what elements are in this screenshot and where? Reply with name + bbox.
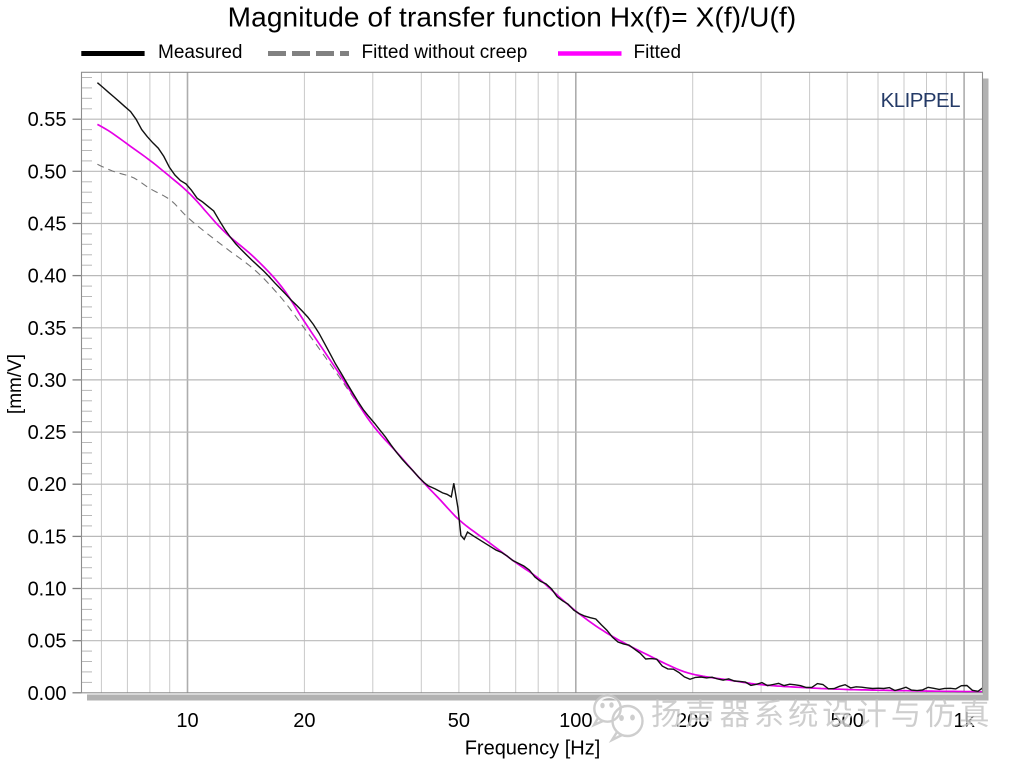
svg-text:0.40: 0.40 bbox=[28, 266, 67, 288]
svg-text:Fitted without creep: Fitted without creep bbox=[362, 42, 528, 63]
svg-text:0.05: 0.05 bbox=[28, 631, 67, 653]
svg-text:0.20: 0.20 bbox=[28, 474, 67, 496]
svg-text:0.10: 0.10 bbox=[28, 579, 67, 601]
svg-text:0.25: 0.25 bbox=[28, 422, 67, 444]
svg-text:0.30: 0.30 bbox=[28, 370, 67, 392]
svg-text:0.45: 0.45 bbox=[28, 214, 67, 236]
svg-text:Magnitude of transfer function: Magnitude of transfer function Hx(f)= X(… bbox=[228, 1, 797, 32]
svg-text:0.15: 0.15 bbox=[28, 526, 67, 548]
svg-text:10: 10 bbox=[176, 710, 198, 732]
svg-text:0.00: 0.00 bbox=[28, 683, 67, 705]
svg-text:0.50: 0.50 bbox=[28, 161, 67, 183]
svg-text:Measured: Measured bbox=[158, 42, 243, 63]
svg-text:50: 50 bbox=[448, 710, 470, 732]
svg-text:20: 20 bbox=[293, 710, 315, 732]
svg-text:[mm/V]: [mm/V] bbox=[5, 354, 26, 414]
svg-text:Fitted: Fitted bbox=[634, 42, 682, 63]
svg-text:100: 100 bbox=[559, 710, 592, 732]
svg-text:Frequency [Hz]: Frequency [Hz] bbox=[465, 738, 601, 760]
svg-text:0.55: 0.55 bbox=[28, 109, 67, 131]
svg-text:KLIPPEL: KLIPPEL bbox=[881, 89, 960, 112]
svg-text:0.35: 0.35 bbox=[28, 318, 67, 340]
